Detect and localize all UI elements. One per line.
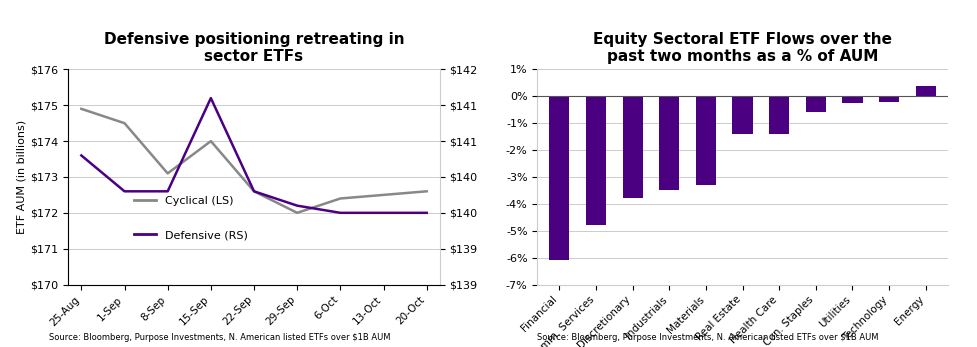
Y-axis label: ETF AUM (in billions): ETF AUM (in billions) xyxy=(17,120,26,234)
Bar xyxy=(769,96,789,134)
Bar xyxy=(586,96,606,226)
Bar xyxy=(915,86,936,96)
Text: Source: Bloomberg, Purpose Investments, N. American listed ETFs over $1B AUM: Source: Bloomberg, Purpose Investments, … xyxy=(49,333,391,342)
Legend: Defensive (RS): Defensive (RS) xyxy=(130,226,252,245)
Bar xyxy=(659,96,679,191)
Bar xyxy=(696,96,716,185)
Bar xyxy=(733,96,752,134)
Bar xyxy=(842,96,863,103)
Bar xyxy=(549,96,570,260)
Title: Equity Sectoral ETF Flows over the
past two months as a % of AUM: Equity Sectoral ETF Flows over the past … xyxy=(593,32,892,64)
Title: Defensive positioning retreating in
sector ETFs: Defensive positioning retreating in sect… xyxy=(104,32,404,64)
Bar xyxy=(879,96,899,102)
Bar xyxy=(806,96,826,112)
Text: Source: Bloomberg, Purpose Investments, N. American listed ETFs over $1B AUM: Source: Bloomberg, Purpose Investments, … xyxy=(537,333,879,342)
Bar xyxy=(622,96,643,198)
